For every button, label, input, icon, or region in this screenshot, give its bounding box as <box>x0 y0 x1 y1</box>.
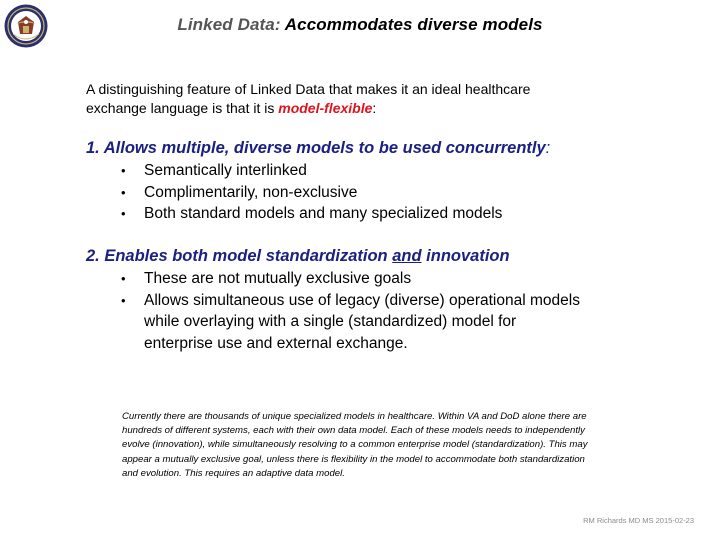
bullet-dot-icon: • <box>121 206 126 221</box>
section1-bullets: • Semantically interlinked • Complimentari… <box>118 160 588 225</box>
section2-heading-pre: 2. Enables both model standardization <box>86 247 388 265</box>
bullet-dot-icon: • <box>121 184 126 200</box>
footer-credit: RM Richards MD MS 2015-02-23 <box>583 516 694 525</box>
bullet-dot-icon: • <box>121 163 126 178</box>
section1-heading-text: 1. Allows multiple, diverse models to be… <box>86 139 546 157</box>
list-item: • These are not mutually exclusive goals <box>118 268 588 290</box>
footnote: Currently there are thousands of unique … <box>122 411 588 479</box>
section2-bullets: • These are not mutually exclusive goals … <box>118 268 588 354</box>
intro-highlight: model-flexible <box>278 100 373 116</box>
section1-heading-suffix: : <box>545 139 551 157</box>
intro-line2-prefix: exchange language is that it is <box>86 100 275 116</box>
list-item: • Allows simultaneous use of legacy (dive… <box>121 291 580 352</box>
slide-title: Linked Data: Accommodates diverse models <box>0 15 720 35</box>
list-item: • Complimentarily, non-exclusive <box>118 182 588 204</box>
title-prefix: Linked Data: <box>177 15 281 34</box>
bullet-dot-icon: • <box>121 292 126 308</box>
intro-line2-suffix: : <box>372 100 377 116</box>
intro-paragraph: A distinguishing feature of Linked Data … <box>86 80 606 118</box>
intro-line1: A distinguishing feature of Linked Data … <box>86 81 531 97</box>
title-main: Accommodates diverse models <box>284 15 543 34</box>
section2-heading-underlined: and <box>392 247 422 265</box>
list-item: • Both standard models and many specializ… <box>118 203 588 225</box>
bullet-dot-icon: • <box>121 271 126 286</box>
section2-heading-post: innovation <box>426 247 510 265</box>
section2-heading: 2. Enables both model standardization an… <box>86 247 510 266</box>
section1-heading: 1. Allows multiple, diverse models to be… <box>86 139 550 158</box>
list-item: • Semantically interlinked <box>118 160 588 182</box>
department-seal-icon <box>4 4 48 48</box>
